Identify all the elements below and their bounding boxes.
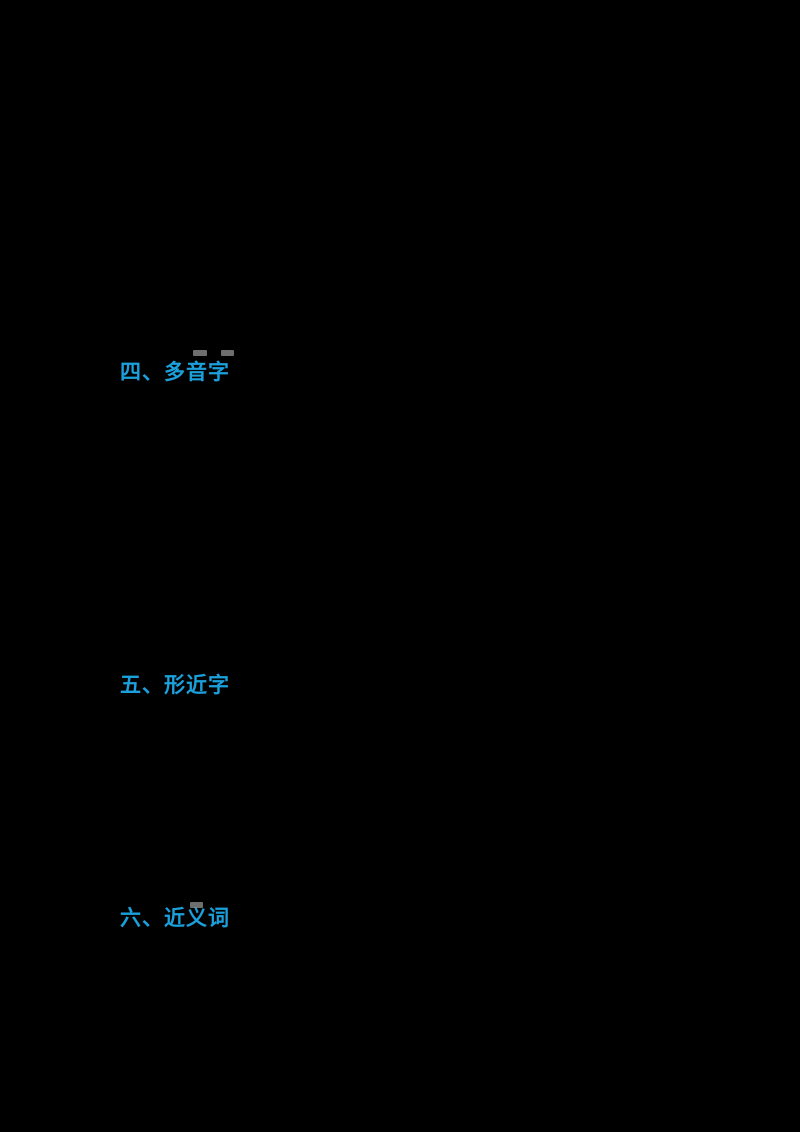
pinyin-remnant-mark bbox=[190, 902, 203, 908]
pinyin-remnant-mark bbox=[221, 350, 234, 356]
pinyin-remnant-mark bbox=[193, 350, 207, 356]
section-heading-polyphonic-characters: 四、多音字 bbox=[120, 360, 230, 384]
section-heading-similar-form-characters: 五、形近字 bbox=[120, 673, 230, 697]
section-heading-synonyms: 六、近义词 bbox=[120, 906, 230, 930]
